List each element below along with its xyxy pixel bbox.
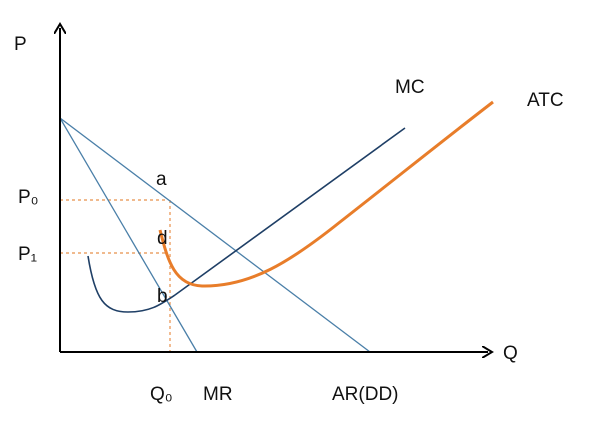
mc-curve: [87, 127, 406, 313]
mr-label: MR: [203, 384, 233, 405]
ar-label: AR(DD): [332, 384, 399, 405]
atc-label: ATC: [527, 90, 564, 111]
point-d: d: [157, 228, 168, 249]
mr-line: [59, 117, 198, 353]
point-b: b: [157, 286, 168, 307]
p1-label: P₁: [18, 244, 37, 265]
x-axis-label: Q: [503, 343, 518, 364]
atc-curve: [158, 100, 494, 288]
point-a: a: [156, 169, 167, 190]
ar-line: [59, 117, 371, 353]
q0-label: Q₀: [150, 384, 173, 405]
guide-lines: [60, 199, 171, 352]
mc-label: MC: [395, 77, 425, 98]
y-axis-label: P: [14, 34, 27, 55]
p0-label: P₀: [18, 187, 39, 208]
